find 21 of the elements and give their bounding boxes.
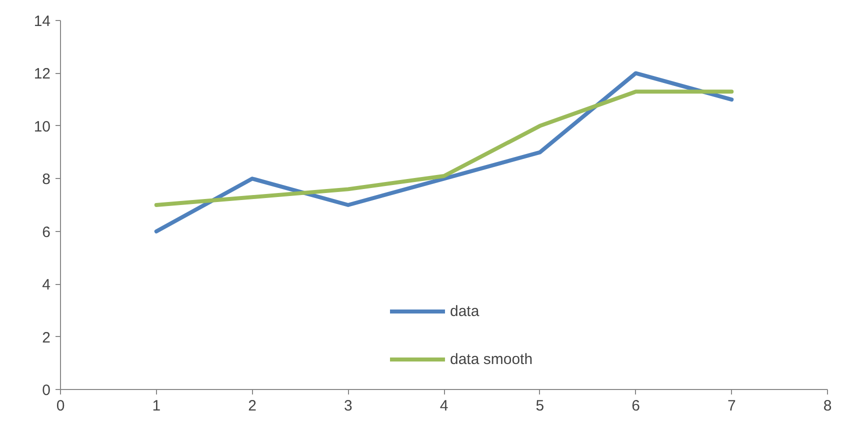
x-tick-label: 3 xyxy=(344,398,352,414)
y-tick-label: 4 xyxy=(42,276,50,294)
y-tick-label: 6 xyxy=(42,224,50,241)
y-tick-label: 0 xyxy=(42,382,50,399)
y-tick-label: 12 xyxy=(34,66,51,83)
y-tick-label: 14 xyxy=(34,13,51,30)
legend-label: data xyxy=(450,302,480,320)
y-tick-label: 8 xyxy=(42,171,50,188)
line-series xyxy=(154,71,734,234)
legend-label: data smooth xyxy=(450,350,533,368)
x-tick-label: 1 xyxy=(152,398,161,414)
x-tick-label: 2 xyxy=(248,398,256,414)
x-tick-label: 5 xyxy=(536,398,544,414)
x-tick-label: 4 xyxy=(440,398,448,414)
y-tick-label: 2 xyxy=(42,329,50,346)
line-series xyxy=(154,90,734,207)
x-tick-label: 8 xyxy=(823,398,832,414)
y-tick-label: 10 xyxy=(34,118,51,136)
x-tick-label: 0 xyxy=(56,398,65,414)
x-tick-label: 7 xyxy=(727,398,736,414)
x-tick-label: 6 xyxy=(632,398,640,414)
